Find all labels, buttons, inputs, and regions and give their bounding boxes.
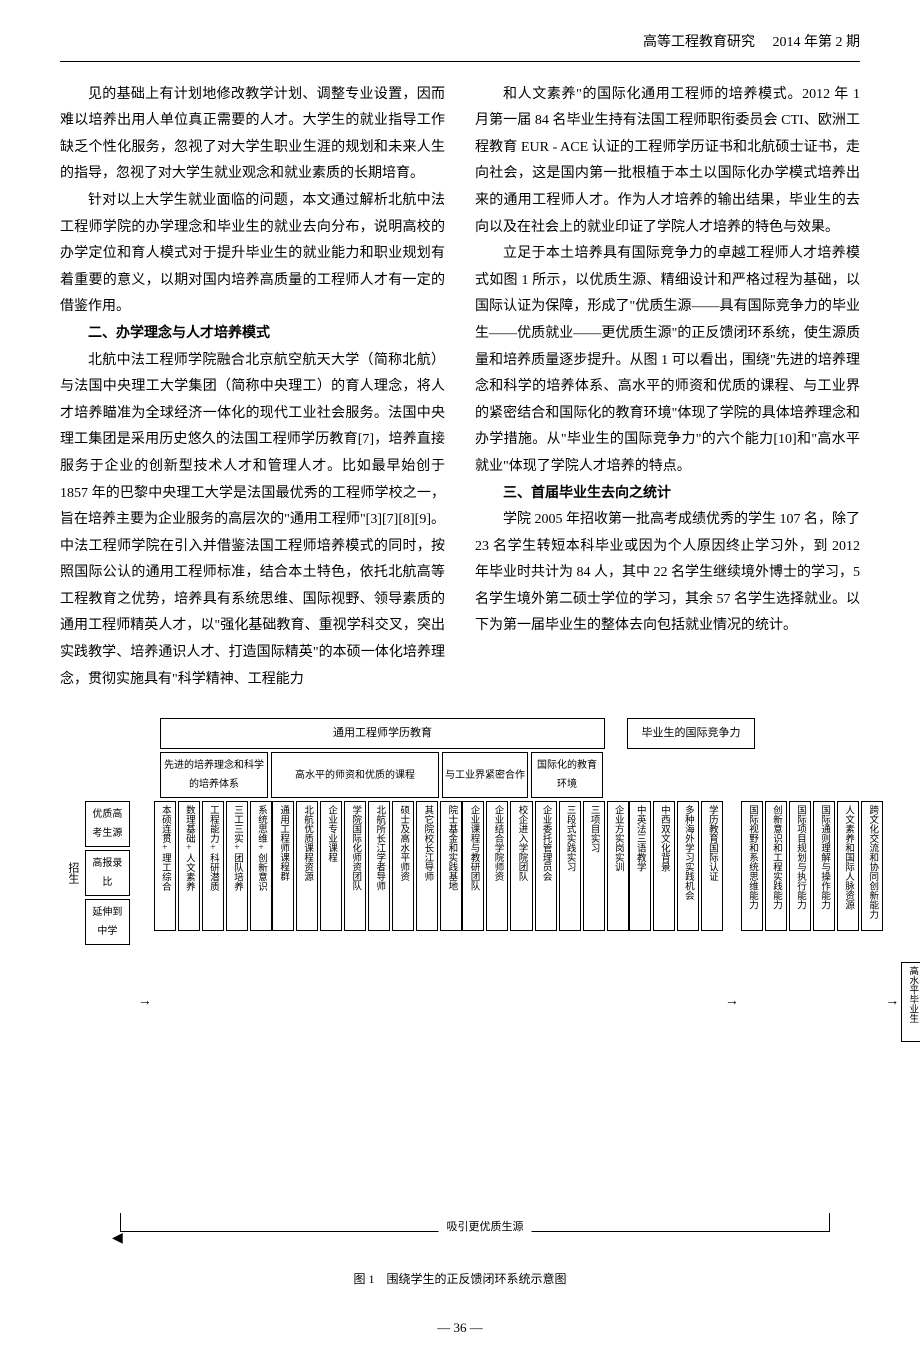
- vbox: 学历教育国际认证: [701, 801, 723, 931]
- vbox: 企业结合学院师资: [486, 801, 508, 931]
- vbox: 跨文化交流和协同创新能力: [861, 801, 883, 931]
- feedback-arrow: ◀ 吸引更优质生源: [110, 1213, 860, 1253]
- vbox: 通用工程师课程群: [272, 801, 294, 931]
- arrow-icon: →: [883, 989, 901, 1016]
- left-item: 延伸到中学: [85, 899, 130, 945]
- left-item: 高报录比: [85, 850, 130, 896]
- vbox: 企业方实岗实训: [607, 801, 629, 931]
- vbox: 国际视野和系统思维能力: [741, 801, 763, 931]
- sub-header: 与工业界紧密合作: [442, 752, 528, 798]
- vbox: 数理基础+人文素养: [178, 801, 200, 931]
- figure-caption: 图 1 围绕学生的正反馈闭环系统示意图: [60, 1268, 860, 1291]
- para: 和人文素养"的国际化通用工程师的培养模式。2012 年 1 月第一届 84 名毕…: [475, 82, 860, 242]
- vbox: 校企进入学院团队: [510, 801, 532, 931]
- vbox: 企业委托管理员会: [535, 801, 557, 931]
- vbox: 硕士及高水平师资: [392, 801, 414, 931]
- vbox: 其它院校长江导师: [416, 801, 438, 931]
- section-title: 二、办学理念与人才培养模式: [60, 321, 445, 348]
- vbox: 企业专业课程: [320, 801, 342, 931]
- vbox: 人文素养和国际人脉资源: [837, 801, 859, 931]
- vbox: 国际通则理解与操作能力: [813, 801, 835, 931]
- group-3: 企业课程与教研团队 企业结合学院师资 校企进入学院团队 企业委托管理员会 三段式…: [462, 801, 628, 931]
- group-2: 通用工程师课程群 北航优质课程资源 企业专业课程 学院国际化师资团队 北航所长江…: [272, 801, 462, 931]
- sub-header: 先进的培养理念和科学的培养体系: [160, 752, 268, 798]
- competency-group: 国际视野和系统思维能力 创新意识和工程实践能力 国际项目规划与执行能力 国际通则…: [741, 801, 883, 931]
- para: 北航中法工程师学院融合北京航空航天大学（简称北航）与法国中央理工大学集团（简称中…: [60, 348, 445, 694]
- arrow-icon: →: [723, 989, 741, 1016]
- diagram-header-education: 通用工程师学历教育: [160, 718, 605, 749]
- left-item: 优质高考生源: [85, 801, 130, 847]
- vbox: 工程能力+科研潜质: [202, 801, 224, 931]
- graduate-label: 高水平毕业生: [901, 962, 920, 1042]
- vbox: 系统思维+创新意识: [250, 801, 272, 931]
- sub-header: 高水平的师资和优质的课程: [271, 752, 439, 798]
- page-header: 高等工程教育研究 2014 年第 2 期: [60, 30, 860, 62]
- vbox: 三工三实+团队培养: [226, 801, 248, 931]
- vbox: 国际项目规划与执行能力: [789, 801, 811, 931]
- vbox: 多种海外学习实践机会: [677, 801, 699, 931]
- vbox: 学院国际化师资团队: [344, 801, 366, 931]
- sub-header: 国际化的教育环境: [531, 752, 603, 798]
- vbox: 三项目实习: [583, 801, 605, 931]
- enrollment-label: 招生: [60, 858, 85, 888]
- arrow-icon: ◀: [112, 1226, 123, 1253]
- right-column: 和人文素养"的国际化通用工程师的培养模式。2012 年 1 月第一届 84 名毕…: [475, 82, 860, 694]
- vbox: 北航所长江学者导师: [368, 801, 390, 931]
- para: 针对以上大学生就业面临的问题，本文通过解析北航中法工程师学院的办学理念和毕业生的…: [60, 188, 445, 321]
- issue-number: 2014 年第 2 期: [773, 35, 861, 50]
- para: 立足于本土培养具有国际竞争力的卓越工程师人才培养模式如图 1 所示，以优质生源、…: [475, 241, 860, 480]
- vbox: 企业课程与教研团队: [462, 801, 484, 931]
- vbox: 三段式实践实习: [559, 801, 581, 931]
- diagram-header-competency: 毕业生的国际竞争力: [627, 718, 755, 749]
- vbox: 北航优质课程资源: [296, 801, 318, 931]
- vbox: 中西双文化背景: [653, 801, 675, 931]
- arrow-icon: →: [136, 989, 154, 1016]
- section-title: 三、首届毕业生去向之统计: [475, 481, 860, 508]
- group-4: 中英法三语教学 中西双文化背景 多种海外学习实践机会 学历教育国际认证: [629, 801, 723, 931]
- figure-1: 通用工程师学历教育 毕业生的国际竞争力 先进的培养理念和科学的培养体系 高水平的…: [60, 718, 860, 1291]
- vbox: 本硕连贯+理工综合: [154, 801, 176, 931]
- left-column: 见的基础上有计划地修改教学计划、调整专业设置，因而难以培养出用人单位真正需要的人…: [60, 82, 445, 694]
- group-1: 本硕连贯+理工综合 数理基础+人文素养 工程能力+科研潜质 三工三实+团队培养 …: [154, 801, 272, 931]
- para: 见的基础上有计划地修改教学计划、调整专业设置，因而难以培养出用人单位真正需要的人…: [60, 82, 445, 188]
- journal-name: 高等工程教育研究: [643, 35, 755, 50]
- para: 学院 2005 年招收第一批高考成绩优秀的学生 107 名，除了 23 名学生转…: [475, 507, 860, 640]
- vbox: 创新意识和工程实践能力: [765, 801, 787, 931]
- vbox: 中英法三语教学: [629, 801, 651, 931]
- vbox: 院士基金和实践基地: [440, 801, 462, 931]
- body-text: 见的基础上有计划地修改教学计划、调整专业设置，因而难以培养出用人单位真正需要的人…: [60, 82, 860, 694]
- feedback-label: 吸引更优质生源: [439, 1217, 532, 1238]
- page-number: — 36 —: [60, 1316, 860, 1341]
